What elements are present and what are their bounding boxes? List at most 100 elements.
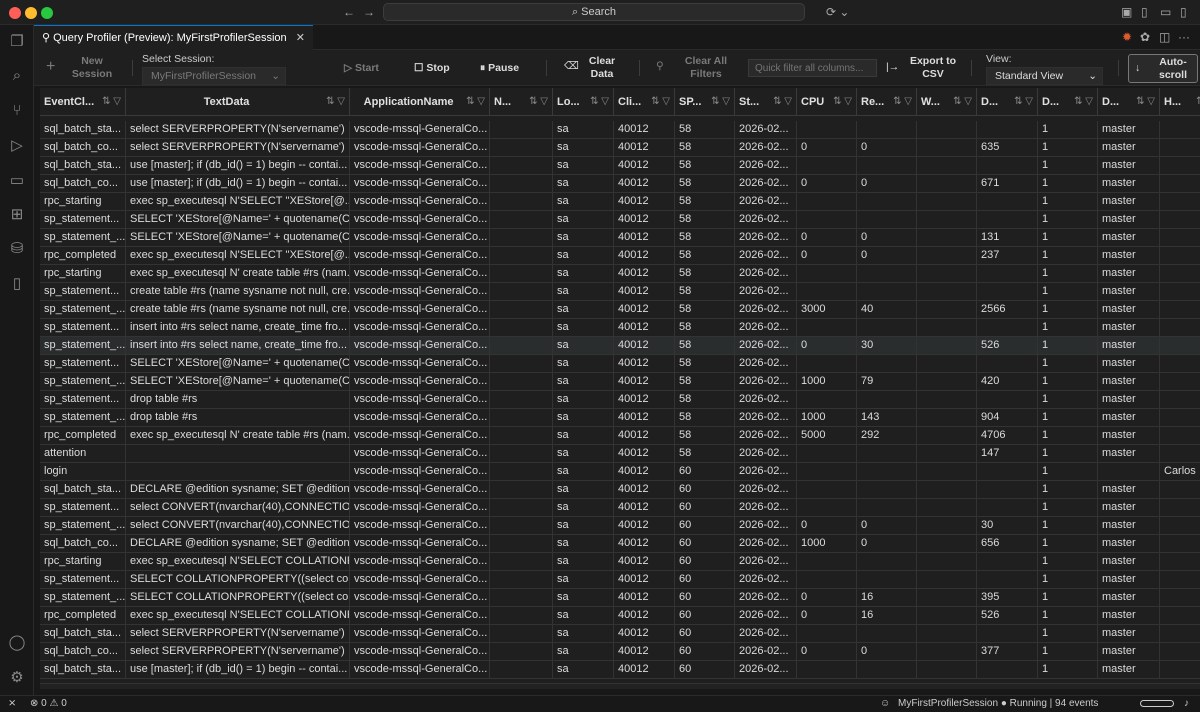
maximize-window-button[interactable] — [41, 7, 53, 19]
export-csv-button[interactable]: Export to CSV — [909, 55, 957, 80]
table-row[interactable]: sp_statement_... SELECT 'XEStore[@Name=' … — [40, 373, 1200, 391]
column-header-event-class[interactable]: EventCl... ⇅ ▽ — [40, 88, 126, 116]
forward-arrow-icon[interactable]: → — [363, 5, 375, 19]
run-debug-icon[interactable]: ▷ — [11, 137, 23, 154]
table-row[interactable]: sql_batch_sta... use [master]; if (db_id(… — [40, 157, 1200, 175]
extensions-icon[interactable]: ⊞ — [10, 206, 24, 223]
sort-filter-icon[interactable]: ⇅ ▽ — [1014, 96, 1033, 107]
toggle-sidebar-icon[interactable]: ▯ — [1141, 5, 1148, 19]
sort-filter-icon[interactable]: ⇅ ▽ — [1074, 96, 1093, 107]
sort-filter-icon[interactable]: ⇅ ▽ — [893, 96, 912, 107]
auto-scroll-toggle[interactable]: ↓ Auto-scroll — [1128, 54, 1198, 83]
copilot-icon[interactable]: ⟳ ⌄ — [826, 5, 850, 19]
table-row[interactable]: sp_statement... create table #rs (name sy… — [40, 283, 1200, 301]
table-row[interactable]: sp_statement_... select CONVERT(nvarchar(… — [40, 517, 1200, 535]
table-row[interactable]: sp_statement_... insert into #rs select n… — [40, 337, 1200, 355]
table-row[interactable]: rpc_starting exec sp_executesql N'SELECT … — [40, 553, 1200, 571]
explorer-icon[interactable]: ❐ — [10, 33, 24, 50]
sort-filter-icon[interactable]: ⇅ ▽ — [590, 96, 609, 107]
notifications-icon[interactable]: ♪ — [1184, 698, 1189, 709]
table-row[interactable]: sp_statement_... SELECT 'XEStore[@Name=' … — [40, 229, 1200, 247]
sort-filter-icon[interactable]: ⇅ ▽ — [953, 96, 972, 107]
tab-query-profiler[interactable]: ⚲ Query Profiler (Preview): MyFirstProfi… — [34, 25, 313, 50]
split-editor-icon[interactable]: ◫ — [1159, 30, 1171, 44]
stop-button[interactable]: ☐ Stop — [414, 62, 450, 75]
sort-filter-icon[interactable]: ⇅ ▽ — [773, 96, 792, 107]
table-row[interactable]: rpc_completed exec sp_executesql N' creat… — [40, 427, 1200, 445]
clear-data-button[interactable]: Clear Data — [588, 55, 616, 80]
openai-icon[interactable]: ✿ — [1140, 30, 1151, 44]
problems-indicator[interactable]: ⊗ 0 ⚠ 0 — [30, 696, 67, 712]
quick-filter-input[interactable] — [748, 59, 877, 77]
remote-explorer-icon[interactable]: ▭ — [9, 172, 25, 189]
table-row[interactable]: rpc_starting exec sp_executesql N' create… — [40, 265, 1200, 283]
close-icon[interactable]: ✕ — [295, 32, 305, 44]
table-row[interactable]: sp_statement... SELECT COLLATIONPROPERTY(… — [40, 571, 1200, 589]
pause-button[interactable]: ⏸ Pause — [480, 62, 519, 75]
sort-filter-icon[interactable]: ⇅ ▽ — [1136, 96, 1155, 107]
table-row[interactable]: rpc_completed exec sp_executesql N'SELECT… — [40, 607, 1200, 625]
table-row[interactable]: rpc_completed exec sp_executesql N'SELECT… — [40, 247, 1200, 265]
book-icon[interactable]: ▯ — [12, 275, 22, 292]
column-header-application-name[interactable]: ApplicationName ⇅ ▽ — [350, 88, 490, 116]
table-row[interactable]: sql_batch_sta... DECLARE @edition sysname… — [40, 481, 1200, 499]
column-header-duration[interactable]: D... ⇅ ▽ — [977, 88, 1038, 116]
table-row[interactable]: sp_statement... SELECT 'XEStore[@Name=' +… — [40, 211, 1200, 229]
table-row[interactable]: sp_statement_... SELECT COLLATIONPROPERTY… — [40, 589, 1200, 607]
more-actions-icon[interactable]: ··· — [1178, 30, 1190, 44]
sort-filter-icon[interactable]: ⇅ ▽ — [711, 96, 730, 107]
remote-icon[interactable]: ⨯ — [8, 698, 17, 709]
table-row[interactable]: sql_batch_co... DECLARE @edition sysname;… — [40, 535, 1200, 553]
layout-icon[interactable]: ▣ — [1121, 5, 1133, 19]
column-header-login[interactable]: Lo... ⇅ ▽ — [553, 88, 614, 116]
table-row[interactable]: login vscode-mssql-GeneralCo... sa 40012 60 2… — [40, 463, 1200, 481]
column-header-reads[interactable]: Re... ⇅ ▽ — [857, 88, 917, 116]
sort-filter-icon[interactable]: ⇅ ▽ — [833, 96, 852, 107]
table-row[interactable]: sp_statement... drop table #rs vscode-mssq… — [40, 391, 1200, 409]
command-search[interactable]: ⌕ Search — [383, 3, 805, 21]
sort-filter-icon[interactable]: ⇅ ▽ — [651, 96, 670, 107]
sort-filter-icon[interactable]: ⇅ ▽ — [529, 96, 548, 107]
table-row[interactable]: sp_statement... select CONVERT(nvarchar(4… — [40, 499, 1200, 517]
start-button[interactable]: ▷ Start — [344, 62, 379, 75]
sql-server-icon[interactable]: ⛁ — [10, 240, 24, 257]
bug-icon[interactable]: ✹ — [1122, 30, 1133, 44]
table-row[interactable]: sp_statement... SELECT 'XEStore[@Name=' +… — [40, 355, 1200, 373]
table-row[interactable]: sql_batch_sta... use [master]; if (db_id(… — [40, 661, 1200, 679]
profiler-status[interactable]: MyFirstProfilerSession ● Running | 94 ev… — [898, 696, 1098, 712]
table-row[interactable]: sql_batch_co... use [master]; if (db_id()… — [40, 175, 1200, 193]
table-row[interactable]: sql_batch_sta... select SERVERPROPERTY(N'… — [40, 625, 1200, 643]
column-header-start-time[interactable]: St... ⇅ ▽ — [735, 88, 797, 116]
copilot-status-icon[interactable]: ☺ — [880, 698, 891, 709]
search-icon[interactable]: ⌕ — [12, 67, 22, 84]
column-header-client-process[interactable]: Cli... ⇅ ▽ — [614, 88, 675, 116]
horizontal-scrollbar[interactable] — [40, 683, 1200, 689]
source-control-icon[interactable]: ⑂ — [12, 102, 22, 119]
toggle-secondary-sidebar-icon[interactable]: ▯ — [1180, 5, 1187, 19]
table-row[interactable]: sql_batch_co... select SERVERPROPERTY(N's… — [40, 643, 1200, 661]
column-header-database[interactable]: D... ⇅ ▽ — [1098, 88, 1160, 116]
sort-filter-icon[interactable]: ⇅ ▽ — [326, 96, 345, 107]
column-header-host[interactable]: H... ⇅ ▽ — [1160, 88, 1200, 116]
clear-all-filters-button[interactable]: Clear All Filters — [684, 55, 728, 80]
table-row[interactable]: sp_statement... insert into #rs select na… — [40, 319, 1200, 337]
table-row[interactable]: sp_statement_... create table #rs (name s… — [40, 301, 1200, 319]
column-header-nt-user[interactable]: N... ⇅ ▽ — [490, 88, 553, 116]
sort-filter-icon[interactable]: ⇅ ▽ — [1196, 88, 1200, 116]
column-header-text-data[interactable]: TextData ⇅ ▽ — [126, 88, 350, 116]
table-row[interactable]: attention vscode-mssql-GeneralCo... sa 4001… — [40, 445, 1200, 463]
minimize-window-button[interactable] — [25, 7, 37, 19]
new-session-button[interactable]: New Session — [71, 55, 113, 80]
column-header-cpu[interactable]: CPU ⇅ ▽ — [797, 88, 857, 116]
sort-filter-icon[interactable]: ⇅ ▽ — [102, 96, 121, 107]
column-header-writes[interactable]: W... ⇅ ▽ — [917, 88, 977, 116]
toggle-panel-icon[interactable]: ▭ — [1160, 5, 1172, 19]
gear-icon[interactable]: ⚙ — [10, 669, 24, 686]
close-window-button[interactable] — [9, 7, 21, 19]
view-select[interactable]: Standard View ⌄ — [986, 67, 1103, 85]
account-icon[interactable]: ◯ — [8, 634, 26, 651]
table-row[interactable]: sp_statement_... drop table #rs vscode-mss… — [40, 409, 1200, 427]
sort-filter-icon[interactable]: ⇅ ▽ — [466, 96, 485, 107]
column-header-spid[interactable]: SP... ⇅ ▽ — [675, 88, 735, 116]
table-row[interactable]: rpc_starting exec sp_executesql N'SELECT … — [40, 193, 1200, 211]
